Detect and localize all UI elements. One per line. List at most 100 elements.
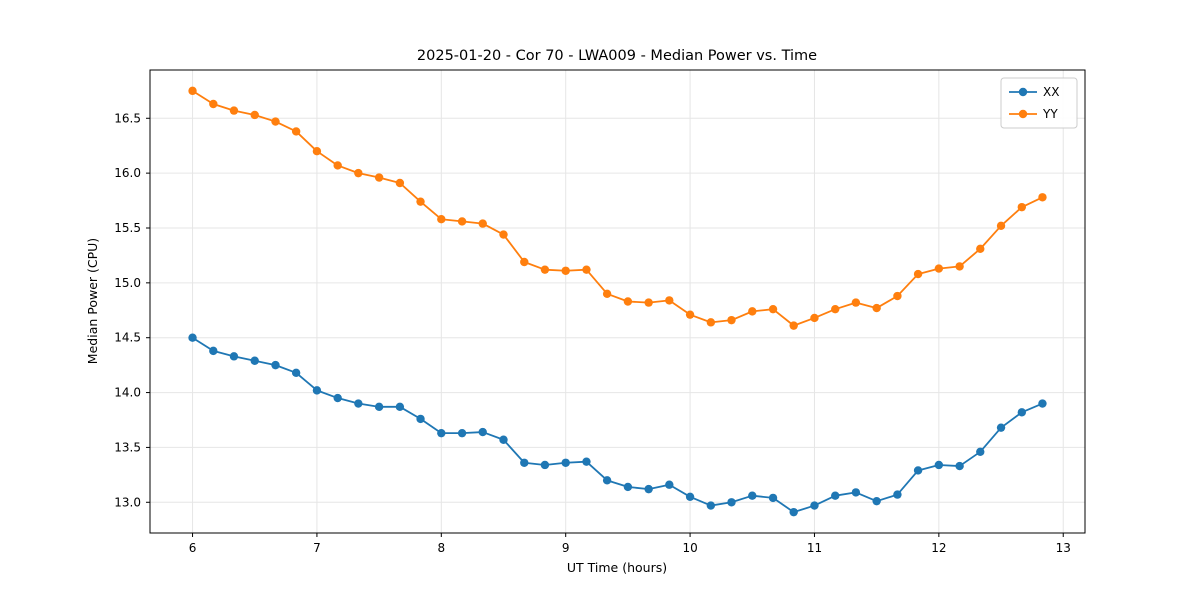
y-tick-label: 16.0 [114, 166, 141, 180]
series-marker-XX [209, 346, 218, 356]
series-layer [188, 86, 1047, 517]
series-marker-XX [893, 490, 902, 499]
series-marker-XX [1038, 399, 1047, 408]
series-marker-XX [354, 399, 363, 408]
y-tick-label: 14.0 [114, 386, 141, 400]
series-marker-XX [561, 458, 570, 467]
series-marker-XX [416, 414, 425, 424]
series-marker-YY [229, 106, 239, 115]
series-marker-XX [665, 480, 674, 489]
series-marker-YY [913, 269, 923, 279]
series-marker-YY [395, 178, 405, 188]
series-marker-XX [934, 460, 944, 470]
series-marker-YY [333, 161, 342, 170]
series-marker-YY [831, 304, 840, 314]
series-marker-YY [996, 221, 1006, 230]
series-marker-XX [437, 428, 446, 438]
series-marker-YY [354, 168, 363, 178]
series-marker-XX [188, 333, 197, 342]
y-axis-label: Median Power (CPU) [85, 238, 100, 364]
series-marker-XX [478, 427, 487, 437]
series-marker-XX [955, 461, 964, 471]
series-marker-XX [831, 491, 840, 500]
series-marker-XX [374, 402, 384, 412]
series-line-XX [192, 336, 1043, 514]
series-marker-YY [209, 99, 218, 109]
series-marker-YY [934, 264, 944, 273]
legend-sample-marker [1018, 109, 1028, 119]
series-marker-YY [644, 298, 653, 307]
series-marker-XX [229, 352, 239, 361]
legend-label: XX [1043, 85, 1059, 99]
series-marker-XX [685, 492, 695, 501]
series-marker-XX [333, 393, 342, 403]
series-marker-YY [582, 265, 591, 274]
series-marker-XX [706, 501, 716, 510]
series-marker-XX [976, 447, 985, 457]
series-marker-XX [499, 435, 508, 444]
series-marker-XX [271, 360, 280, 370]
x-tick-label: 8 [437, 541, 445, 555]
series-marker-YY [727, 315, 736, 325]
series-marker-XX [789, 507, 798, 517]
legend: XX YY [1000, 77, 1078, 129]
series-marker-XX [312, 386, 322, 395]
series-line-YY [192, 90, 1043, 327]
series-marker-YY [851, 298, 861, 307]
x-tick-label: 10 [682, 541, 697, 555]
series-marker-XX [644, 484, 653, 494]
x-tick-label: 11 [807, 541, 822, 555]
series-marker-YY [893, 291, 902, 301]
series-marker-XX [768, 493, 778, 503]
series-marker-XX [851, 488, 861, 497]
series-marker-YY [540, 265, 550, 274]
series-marker-XX [395, 402, 405, 412]
chart-title: 2025-01-20 - Cor 70 - LWA009 - Median Po… [417, 48, 817, 64]
series-marker-XX [540, 460, 550, 470]
x-tick-label: 12 [931, 541, 946, 555]
series-marker-YY [1038, 193, 1047, 202]
series-marker-YY [706, 318, 716, 327]
y-tick-label: 13.0 [114, 495, 141, 509]
series-marker-YY [976, 244, 985, 254]
series-marker-YY [291, 127, 301, 136]
legend-label: YY [1042, 107, 1058, 121]
y-tick-label: 15.0 [114, 276, 141, 290]
series-marker-XX [623, 482, 633, 492]
series-marker-YY [312, 146, 322, 156]
series-marker-XX [913, 466, 923, 475]
series-marker-YY [602, 289, 612, 299]
series-marker-XX [582, 457, 591, 466]
x-tick-label: 7 [313, 541, 321, 555]
series-marker-XX [810, 501, 819, 510]
series-marker-YY [499, 230, 508, 239]
series-marker-YY [623, 297, 633, 306]
x-tick-label: 13 [1056, 541, 1071, 555]
series-marker-YY [437, 215, 446, 224]
series-marker-XX [457, 428, 467, 438]
series-marker-YY [416, 197, 425, 206]
series-marker-YY [810, 313, 819, 323]
series-marker-YY [748, 307, 757, 316]
series-marker-XX [520, 458, 529, 467]
series-marker-YY [872, 303, 881, 313]
series-marker-XX [250, 356, 259, 365]
legend-box [1000, 77, 1078, 129]
y-tick-label: 13.5 [114, 440, 141, 454]
series-marker-XX [1017, 408, 1027, 417]
series-marker-XX [748, 491, 757, 500]
series-marker-XX [727, 498, 736, 507]
y-tick-label: 14.5 [114, 331, 141, 345]
series-marker-XX [291, 368, 301, 378]
y-tick-label: 15.5 [114, 221, 141, 235]
series-marker-XX [996, 423, 1006, 432]
series-marker-XX [872, 496, 881, 506]
series-marker-YY [789, 321, 798, 330]
series-marker-YY [665, 296, 674, 305]
y-tick-label: 16.5 [114, 111, 141, 125]
series-marker-YY [478, 219, 487, 228]
series-marker-YY [1017, 202, 1027, 212]
series-marker-YY [188, 86, 197, 96]
